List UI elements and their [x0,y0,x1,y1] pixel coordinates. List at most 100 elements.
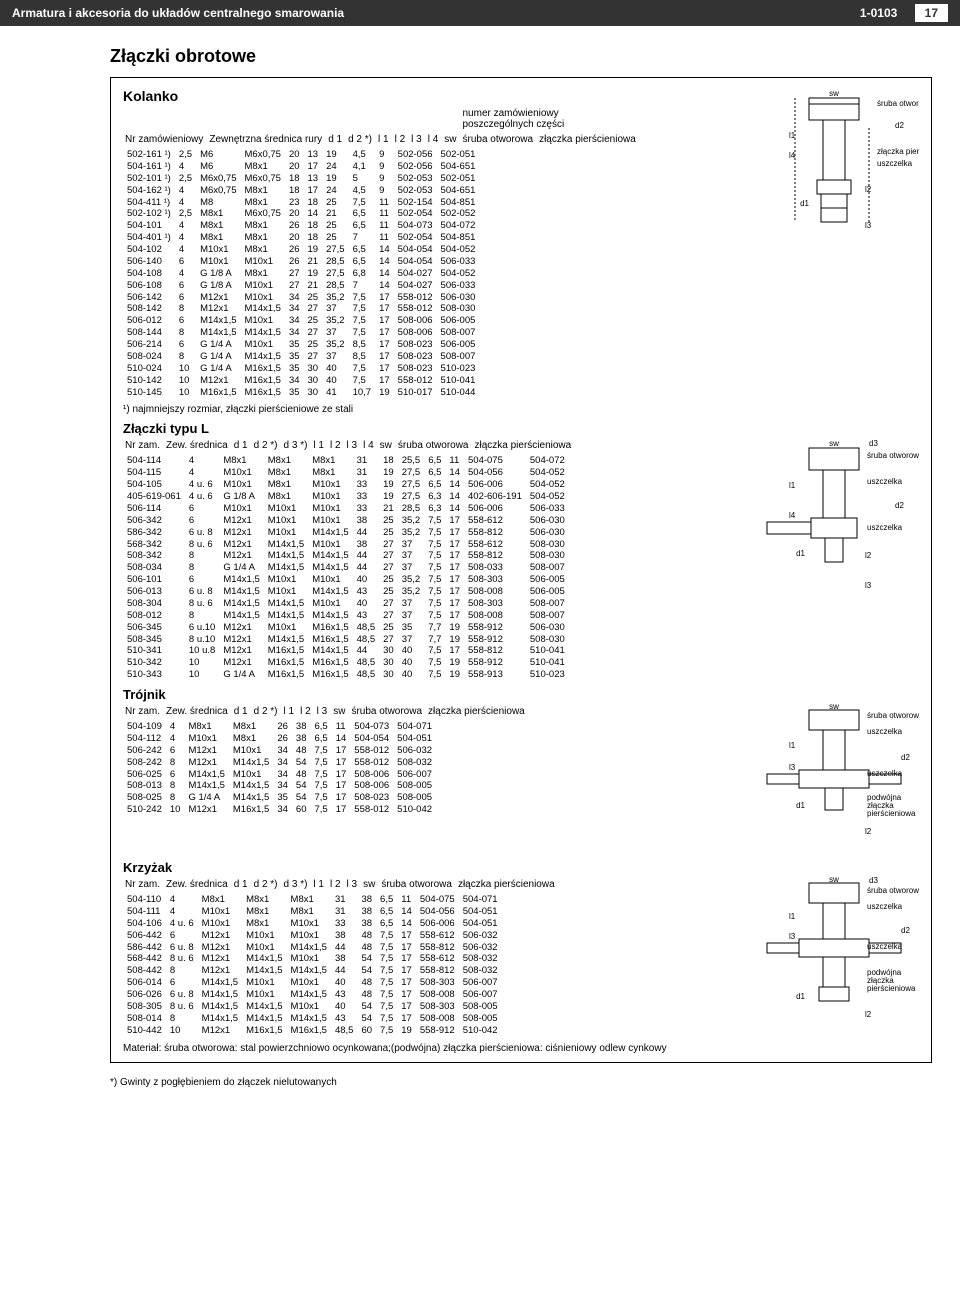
svg-text:śruba otworowa: śruba otworowa [877,99,919,108]
svg-text:pierścieniowa: pierścieniowa [867,809,916,818]
svg-text:sw: sw [829,439,839,448]
table-row: 506-2146G 1/4 AM10x1352535,28,517508-023… [123,339,479,351]
krzyzak-figure: d3 sw śruba otworowa uszczelka d2 uszcze… [749,877,919,1047]
svg-text:l4: l4 [789,151,796,160]
table-row: 506-0266 u. 8M14x1,5M10x1M14x1,543487,51… [123,989,502,1001]
svg-text:l2: l2 [865,827,872,836]
table-row: 510-14510M16x1,5M16x1,535304110,719510-0… [123,387,479,399]
table-row: 504-1104M8x1M8x1M8x131386,511504-075504-… [123,894,502,906]
table-row: 504-1054 u. 6M10x1M8x1M10x1331927,56,514… [123,479,569,491]
krzyzak-title: Krzyżak [123,860,919,875]
footnote: *) Gwinty z pogłębieniem do złączek niel… [110,1077,932,1088]
svg-text:d3: d3 [869,877,878,885]
table-row: 506-3456 u.10M12x1M10x1M16x1,548,525357,… [123,622,569,634]
table-row: 508-3048 u. 6M14x1,5M14x1,5M10x14027377,… [123,598,569,610]
svg-text:d3: d3 [869,439,878,448]
topbar-left: Armatura i akcesoria do układów centraln… [12,6,344,20]
top-bar: Armatura i akcesoria do układów centraln… [0,0,960,26]
table-row: 504-1144M8x1M8x1M8x1311825,56,511504-075… [123,455,569,467]
svg-text:złączka pierścieniowa: złączka pierścieniowa [877,147,919,156]
table-row: 504-1094M8x1M8x126386,511504-073504-071 [123,721,436,733]
table-row: 568-3428 u. 6M12x1M14x1,5M10x13827377,51… [123,539,569,551]
material-line: Materiał: śruba otworowa: stal powierzch… [123,1043,735,1054]
svg-text:d1: d1 [796,992,805,1001]
typel-figure: d3 sw śruba otworowa uszczelka d2 uszcze… [749,438,919,628]
svg-text:l1: l1 [789,131,796,140]
table-row: 510-02410G 1/4 AM16x1,53530407,517508-02… [123,363,479,375]
typel-title: Złączki typu L [123,421,919,436]
table-row: 568-4428 u. 6M12x1M14x1,5M10x138547,5175… [123,953,502,965]
table-row: 504-1114M10x1M8x1M8x131386,514504-056504… [123,906,502,918]
svg-text:l3: l3 [865,581,872,590]
table-row: 504-161 ¹)4M6M8x12017244,19502-056504-65… [123,161,479,173]
table-row: 510-34210M12x1M16x1,5M16x1,548,530407,51… [123,657,569,669]
svg-text:d1: d1 [796,549,805,558]
table-row: 504-1064 u. 6M10x1M8x1M10x133386,514506-… [123,918,502,930]
table-row: 506-1426M12x1M10x1342535,27,517558-01250… [123,292,479,304]
svg-text:l3: l3 [789,932,796,941]
svg-text:l1: l1 [789,481,796,490]
svg-text:l2: l2 [865,551,872,560]
table-row: 586-4426 u. 8M12x1M10x1M14x1,544487,5175… [123,942,502,954]
table-row: 506-3426M12x1M10x1M10x1382535,27,517558-… [123,515,569,527]
table-row: 506-4426M12x1M10x1M10x138487,517558-6125… [123,930,502,942]
trojnik-figure: sw śruba otworowa uszczelka d2 uszczelka… [749,704,919,854]
table-row: 506-1146M10x1M10x1M10x1332128,56,314506-… [123,503,569,515]
trojnik-header: Nr zam.Zew. średnica d 1d 2 *) l 1l 2 l … [123,704,531,721]
table-row: 506-2426M12x1M10x134487,517558-012506-03… [123,745,436,757]
table-row: 506-0126M14x1,5M10x1342535,27,517508-006… [123,315,479,327]
svg-text:uszczelka: uszczelka [867,477,903,486]
table-row: 510-34110 u.8M12x1M16x1,5M14x1,54430407,… [123,645,569,657]
krzyzak-header: Nr zam.Zew. średnica d 1d 2 *) d 3 *)l 1… [123,877,561,894]
trojnik-table: 504-1094M8x1M8x126386,511504-073504-071 5… [123,721,436,816]
table-row: 508-1448M14x1,5M14x1,53427377,517508-006… [123,327,479,339]
table-row: 504-1024M10x1M8x1261927,56,514504-054504… [123,244,479,256]
kolanko-title: Kolanko [123,88,735,104]
table-row: 508-1428M12x1M14x1,53427377,517558-01250… [123,303,479,315]
table-row: 508-0348G 1/4 AM14x1,5M14x1,54427377,517… [123,562,569,574]
table-row: 508-0258G 1/4 AM14x1,535547,517508-02350… [123,792,436,804]
svg-text:uszczelka: uszczelka [877,159,913,168]
svg-text:l2: l2 [865,1010,872,1019]
svg-text:d2: d2 [901,753,910,762]
svg-text:l3: l3 [789,763,796,772]
typel-header: Nr zam.Zew. średnica d 1d 2 *) d 3 *)l 1… [123,438,577,455]
main-panel: Kolanko numer zamówieniowy poszczególnyc… [110,77,932,1063]
table-row: 504-1084G 1/8 AM8x1271927,56,814504-0275… [123,268,479,280]
table-row: 504-1154M10x1M8x1M8x1311927,56,514504-05… [123,467,569,479]
kolanko-header: numer zamówieniowy poszczególnych części… [123,106,642,149]
svg-text:pierścieniowa: pierścieniowa [867,984,916,993]
table-row: 508-4428M12x1M14x1,5M14x1,544547,517558-… [123,965,502,977]
table-row: 510-44210M12x1M16x1,5M16x1,548,5607,5195… [123,1025,502,1037]
table-row: 508-3428M12x1M14x1,5M14x1,54427377,51755… [123,550,569,562]
table-row: 586-3426 u. 8M12x1M10x1M14x1,5442535,27,… [123,527,569,539]
table-row: 508-3058 u. 6M14x1,5M14x1,5M10x140547,51… [123,1001,502,1013]
table-row: 502-101 ¹)2,5M6x0,75M6x0,7518131959502-0… [123,173,479,185]
table-row: 508-0248G 1/4 AM14x1,53527378,517508-023… [123,351,479,363]
table-row: 502-161 ¹)2,5M6M6x0,752013194,59502-0565… [123,149,479,161]
table-row: 504-411 ¹)4M8M8x12318257,511502-154504-8… [123,197,479,209]
topbar-right: 1-0103 17 [860,4,948,22]
svg-text:uszczelka: uszczelka [867,902,903,911]
table-row: 508-0128M14x1,5M14x1,5M14x1,54327377,517… [123,610,569,622]
table-row: 405-619-0614 u. 6G 1/8 AM8x1M10x1331927,… [123,491,569,503]
table-row: 506-1086G 1/8 AM10x1272128,5714504-02750… [123,280,479,292]
svg-text:sw: sw [829,704,839,711]
table-row: 510-14210M12x1M16x1,53430407,517558-0125… [123,375,479,387]
table-row: 506-1406M10x1M10x1262128,56,514504-05450… [123,256,479,268]
svg-text:l3: l3 [865,221,872,230]
table-row: 504-1014M8x1M8x12618256,511504-073504-07… [123,220,479,232]
krzyzak-table: 504-1104M8x1M8x1M8x131386,511504-075504-… [123,894,502,1037]
svg-text:d2: d2 [895,501,904,510]
kolanko-table: 502-161 ¹)2,5M6M6x0,752013194,59502-0565… [123,149,479,398]
table-row: 508-2428M12x1M14x1,534547,517558-012508-… [123,757,436,769]
svg-text:sw: sw [829,877,839,884]
table-row: 508-0148M14x1,5M14x1,5M14x1,543547,51750… [123,1013,502,1025]
svg-text:l2: l2 [865,185,872,194]
svg-text:d2: d2 [895,121,904,130]
table-row: 506-0136 u. 8M14x1,5M10x1M14x1,5432535,2… [123,586,569,598]
table-row: 504-401 ¹)4M8x1M8x1201825711502-054504-8… [123,232,479,244]
kolanko-figure: sw śruba otworowa złączka pierścieniowa … [749,88,919,258]
svg-text:l4: l4 [789,511,796,520]
svg-text:śruba otworowa: śruba otworowa [867,711,919,720]
